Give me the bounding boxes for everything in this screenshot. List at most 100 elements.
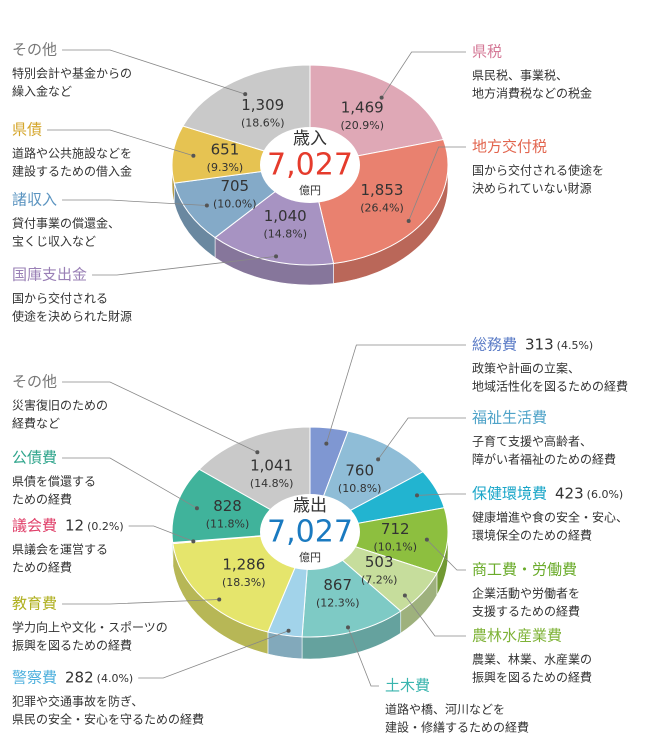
leader-dot — [204, 203, 209, 208]
value-label: 867 — [323, 576, 352, 594]
center-total: 7,027 — [267, 515, 353, 550]
value-label: 1,286 — [222, 556, 265, 574]
leader-dot — [402, 593, 407, 598]
center-title: 歳出 — [293, 496, 327, 516]
category-name: 土木費 — [385, 677, 430, 695]
leader-line — [347, 627, 379, 687]
category-name: 商工費・労働費 — [472, 561, 577, 579]
leader-line — [426, 539, 466, 571]
value-label: 828 — [213, 497, 242, 515]
value-label: 705 — [220, 177, 249, 195]
leader-dot — [414, 493, 419, 498]
share-label: (7.2%) — [361, 573, 398, 586]
description: 地域活性化を図るための経費 — [472, 379, 628, 394]
description: 道路や公共施設などを — [12, 146, 132, 161]
leader-line — [62, 381, 258, 453]
leader-line — [62, 599, 220, 605]
category-name: 総務費 — [472, 336, 517, 354]
value-label: 712 — [381, 520, 410, 538]
leader-dot — [191, 153, 196, 158]
leader-dot — [424, 537, 429, 542]
share-label: (0.2%) — [87, 520, 124, 533]
share-label: (9.3%) — [207, 161, 244, 174]
leader-dot — [243, 92, 248, 97]
value-label: 282 — [65, 669, 94, 687]
leader-dot — [191, 539, 196, 544]
leader-dot — [274, 254, 279, 259]
leader-line — [404, 595, 466, 637]
share-label: (10.1%) — [373, 541, 417, 554]
description: 企業活動や労働者を — [472, 586, 580, 601]
description: 県債を償還する — [12, 474, 96, 489]
category-name: 教育費 — [12, 595, 57, 613]
category-name: 国庫支出金 — [12, 266, 87, 284]
description: 繰入金など — [12, 84, 72, 99]
center-disc — [260, 127, 360, 203]
center-total: 7,027 — [267, 148, 353, 183]
leader-line — [47, 129, 194, 157]
category-name: 県債 — [12, 121, 42, 139]
leader-dot — [346, 625, 351, 630]
value-label: 12 — [65, 517, 84, 535]
description: 建設するための借入金 — [12, 164, 132, 179]
description: 建設・修繕するための経費 — [385, 720, 529, 735]
value-label: 1,309 — [241, 96, 284, 114]
description: 宝くじ収入など — [12, 235, 96, 249]
description: 政策や計画の立案、 — [472, 361, 580, 376]
value-label: 503 — [365, 553, 394, 571]
value-label: 1,041 — [250, 456, 293, 474]
leader-line — [62, 457, 198, 509]
center-unit: 億円 — [299, 184, 321, 197]
leader-dot — [324, 441, 329, 446]
description: 県議会を運営する — [12, 543, 108, 557]
share-label: (18.3%) — [222, 576, 266, 589]
category-name: その他 — [12, 373, 57, 391]
description: ための経費 — [12, 492, 72, 507]
description: 農業、林業、水産業の — [472, 652, 592, 667]
category-name: 農林水産業費 — [472, 627, 562, 645]
description: 災害復旧のための — [12, 398, 108, 413]
category-name: 議会費 — [12, 517, 57, 535]
leader-dot — [376, 457, 381, 462]
leader-dot — [194, 506, 199, 511]
leader-line — [408, 146, 466, 222]
category-name: 県税 — [472, 43, 502, 61]
value-label: 1,469 — [341, 98, 384, 116]
share-label: (11.8%) — [206, 518, 250, 531]
description: 健康増進や食の安全・安心、 — [472, 510, 628, 525]
description: 支援するための経費 — [472, 604, 580, 619]
category-name: 保健環境費 — [472, 485, 547, 503]
share-label: (10.0%) — [213, 198, 257, 211]
description: 子育て支援や高齢者、 — [472, 434, 592, 449]
share-label: (6.0%) — [587, 488, 624, 501]
leader-line — [128, 525, 194, 542]
description: 特別会計や基金からの — [12, 66, 132, 81]
description: 学力向上や文化・スポーツの — [12, 620, 168, 635]
leader-dot — [406, 218, 411, 223]
share-label: (26.4%) — [360, 202, 404, 215]
value-label: 313 — [525, 336, 554, 354]
leader-line — [62, 199, 207, 206]
share-label: (4.0%) — [97, 672, 134, 685]
share-label: (14.8%) — [250, 477, 294, 490]
description: 振興を図るための経費 — [472, 670, 592, 685]
share-label: (4.5%) — [557, 339, 594, 352]
leader-line — [377, 417, 466, 460]
description: 国から交付される使途を — [472, 163, 604, 178]
leader-dot — [286, 628, 291, 633]
leader-line — [325, 344, 466, 444]
category-name: 地方交付税 — [472, 138, 547, 156]
center-title: 歳入 — [293, 129, 327, 149]
value-label: 1,853 — [361, 181, 404, 199]
leader-dot — [379, 95, 384, 100]
description: 犯罪や交通事故を防ぎ、 — [12, 694, 143, 709]
share-label: (18.6%) — [241, 116, 285, 129]
share-label: (12.3%) — [316, 597, 360, 610]
value-label: 760 — [345, 462, 374, 480]
category-name: 公債費 — [12, 449, 57, 467]
description: 道路や橋、河川などを — [385, 702, 505, 717]
value-label: 651 — [211, 141, 240, 159]
leader-line — [62, 49, 246, 95]
description: 環境保全のための経費 — [472, 528, 592, 543]
